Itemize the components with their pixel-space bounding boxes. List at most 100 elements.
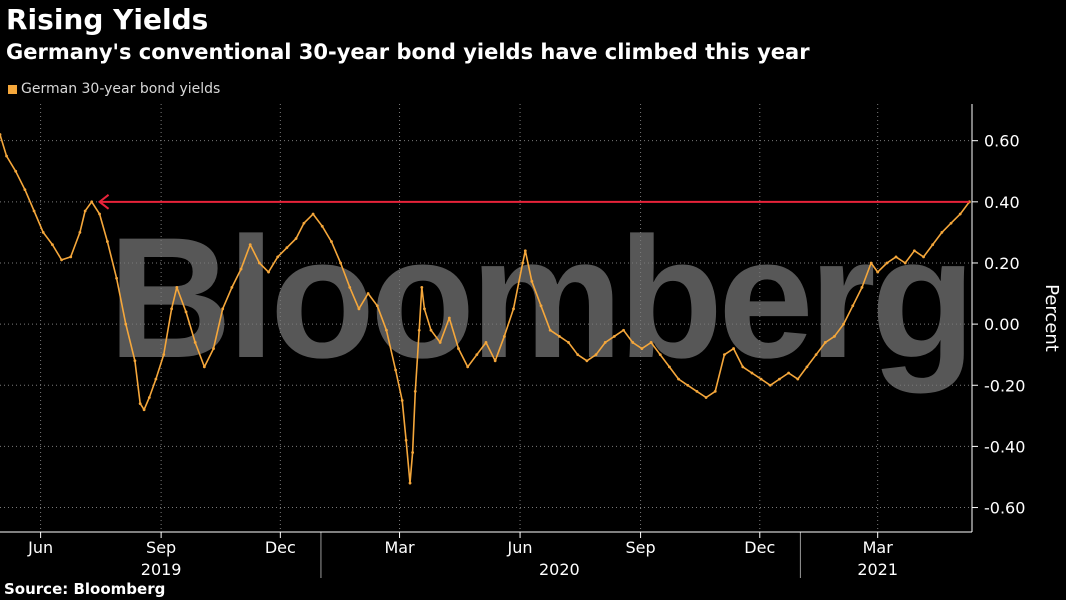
chart-subtitle: Germany's conventional 30-year bond yiel… (6, 40, 810, 64)
series-point (411, 451, 415, 454)
series-point (686, 383, 690, 387)
series-point (23, 188, 27, 192)
series-point (276, 255, 280, 259)
x-month-label: Dec (265, 538, 296, 557)
series-point (404, 438, 408, 442)
reference-arrow (97, 194, 110, 210)
series-point (267, 270, 270, 274)
x-month-label: Jun (27, 538, 53, 557)
x-month-label: Dec (744, 538, 775, 557)
series-point (32, 209, 36, 213)
series-point (50, 243, 54, 247)
tick-labels: 0.60 0.40 0.20 0.00 -0.20 -0.40 -0.60 Jun Sep Dec… (27, 132, 1062, 579)
series-point (502, 334, 506, 338)
series-point (787, 371, 791, 375)
series-point (133, 359, 137, 363)
series-point (294, 237, 298, 240)
series-point (60, 258, 63, 262)
x-year-label: 2020 (539, 560, 580, 579)
series-point (931, 243, 935, 247)
series-point (912, 249, 916, 253)
series-point (631, 341, 635, 344)
series-point (170, 307, 174, 311)
series-point (147, 396, 151, 399)
series-point (823, 341, 827, 344)
series-point (493, 359, 497, 363)
series-point (484, 341, 488, 344)
series-point (695, 389, 699, 393)
series-point (732, 347, 735, 350)
legend-swatch (8, 84, 17, 94)
series-point (894, 255, 898, 259)
series-point (162, 353, 166, 357)
series-point (704, 396, 708, 399)
series-point (420, 286, 424, 289)
x-month-label: Mar (863, 538, 894, 557)
series-point (612, 334, 616, 338)
series-point (796, 377, 800, 381)
series-point (138, 402, 142, 405)
series-point (154, 377, 158, 381)
series-point (876, 270, 880, 274)
series-point (257, 261, 261, 265)
series-point (330, 240, 333, 243)
series-point (348, 286, 352, 289)
series-point (193, 341, 197, 344)
y-tick-label: -0.20 (984, 376, 1025, 395)
series-point (394, 368, 398, 372)
series-point (5, 154, 8, 158)
series-layer (0, 133, 971, 485)
series-point (949, 221, 953, 225)
series-point (69, 255, 73, 259)
series-point (417, 328, 421, 332)
series-point (311, 212, 315, 216)
series-point (248, 243, 252, 247)
series-line (0, 134, 971, 484)
series-point (585, 359, 589, 363)
series-point (447, 316, 451, 320)
series-point (423, 307, 426, 311)
series-point (429, 328, 433, 332)
series-point (512, 307, 515, 311)
series-point (885, 261, 889, 265)
series-point (98, 212, 101, 216)
x-month-label: Sep (146, 538, 176, 557)
series-point (115, 276, 118, 280)
series-point (530, 279, 534, 283)
series-point (142, 408, 146, 412)
series-point (106, 240, 109, 243)
series-point (400, 399, 404, 402)
y-tick-label: -0.60 (984, 499, 1025, 518)
chart-title: Rising Yields (6, 3, 209, 36)
x-month-label: Sep (625, 538, 655, 557)
y-tick-label: 0.00 (984, 315, 1020, 334)
series-point (239, 267, 243, 271)
series-point (667, 365, 671, 369)
series-point (202, 365, 206, 369)
series-point (622, 328, 625, 332)
series-point (523, 249, 527, 253)
series-point (860, 286, 864, 289)
series-point (658, 353, 662, 357)
series-point (457, 347, 460, 350)
series-point (366, 292, 370, 295)
series-point (940, 231, 944, 234)
legend-label: German 30-year bond yields (21, 81, 221, 97)
x-year-label: 2021 (857, 560, 898, 579)
series-point (594, 353, 598, 357)
series-point (539, 304, 543, 308)
grid-lines (0, 104, 972, 532)
chart-axes (0, 104, 978, 578)
x-year-label: 2019 (141, 560, 182, 579)
y-tick-label: 0.20 (984, 254, 1020, 273)
reference-line-layer (97, 194, 970, 210)
series-point (567, 341, 570, 344)
series-point (603, 341, 607, 344)
series-point (408, 481, 412, 485)
y-axis-title: Percent (1041, 284, 1062, 352)
series-point (741, 365, 745, 369)
x-month-label: Jun (507, 538, 533, 557)
series-point (0, 133, 2, 136)
series-point (357, 307, 361, 311)
